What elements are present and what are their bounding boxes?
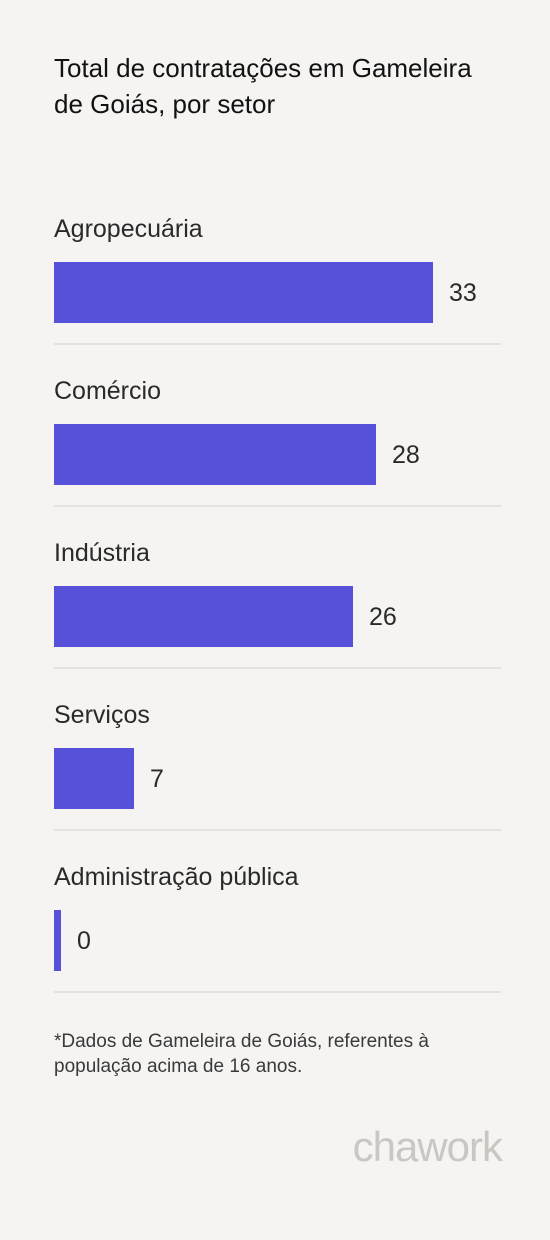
- row-divider: [54, 667, 501, 669]
- row-divider: [54, 829, 501, 831]
- data-label: 7: [150, 765, 164, 793]
- bar-row: Indústria 26: [54, 524, 501, 686]
- row-divider: [54, 505, 501, 507]
- bar-row: Administração pública 0: [54, 848, 501, 1010]
- bar: [54, 586, 353, 647]
- category-label: Comércio: [54, 377, 161, 405]
- bar: [54, 424, 376, 485]
- bar: [54, 910, 61, 971]
- bar-row: Agropecuária 33: [54, 200, 501, 362]
- chart-title: Total de contratações em Gameleira de Go…: [54, 53, 472, 119]
- data-label: 26: [369, 603, 397, 631]
- category-label: Indústria: [54, 539, 150, 567]
- bar: [54, 748, 134, 809]
- chawork-logo: chawork: [352, 1123, 503, 1170]
- category-label: Administração pública: [54, 863, 299, 891]
- data-label: 28: [392, 441, 420, 469]
- bar-row: Serviços 7: [54, 686, 501, 848]
- data-label: 0: [77, 927, 91, 955]
- category-label: Serviços: [54, 701, 150, 729]
- bar: [54, 262, 433, 323]
- row-divider: [54, 991, 501, 993]
- bar-row: Comércio 28: [54, 362, 501, 524]
- bar-chart: Agropecuária 33 Comércio 28 Indústria 26 Servi…: [54, 200, 501, 1010]
- footnote: *Dados de Gameleira de Goiás, referentes…: [54, 1031, 429, 1077]
- category-label: Agropecuária: [54, 215, 203, 243]
- row-divider: [54, 343, 501, 345]
- data-label: 33: [449, 279, 477, 307]
